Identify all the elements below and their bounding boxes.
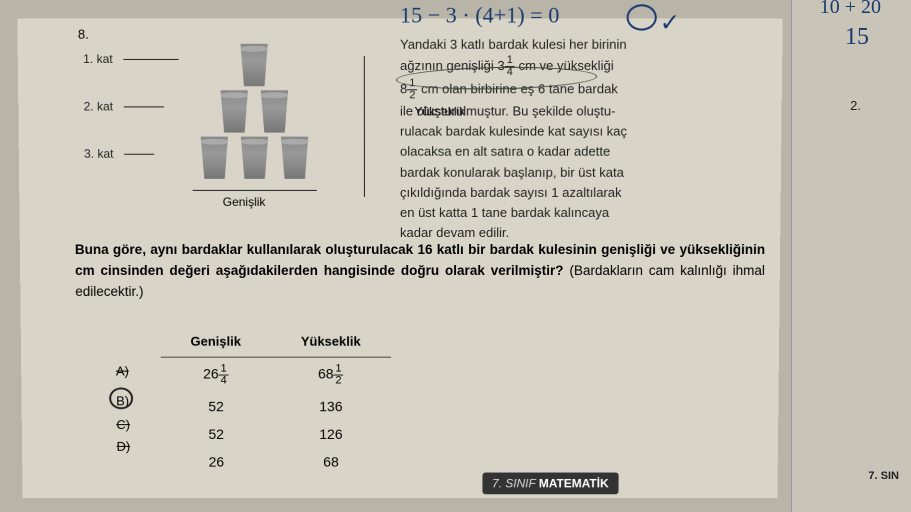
rAgfd: 4 (219, 376, 229, 387)
sp-l1: Yandaki 3 katlı bardak kulesi her birini… (400, 37, 627, 52)
footer-sinif-cut: 7. SIN (868, 470, 899, 482)
main-question: Buna göre, aynı bardaklar kullanılarak o… (75, 240, 765, 303)
cell-B-y: 136 (271, 392, 391, 420)
cell-B-g: 52 (161, 392, 271, 420)
kat3-arrow (124, 154, 154, 155)
width-arrow (193, 190, 317, 191)
cell-A-g: 2614 (161, 357, 271, 392)
height-arrow (364, 56, 365, 197)
selected-circle-B (109, 387, 133, 409)
question-number: 8. (78, 27, 89, 42)
cups-stack (189, 44, 320, 185)
option-C: C) (116, 417, 130, 432)
cell-C-g: 52 (161, 420, 271, 448)
kat1-arrow (123, 59, 178, 60)
option-A: A) (116, 364, 129, 379)
sp-l9: en üst katta 1 tane bardak kalıncaya (400, 205, 609, 220)
sp-l10: kadar devam edilir. (400, 225, 509, 240)
sp-l4: ile oluşturulmuştur. Bu şekilde oluştu- (400, 104, 616, 119)
right-margin: 10 + 20 15 2. 7. SIN (791, 0, 911, 512)
cell-D-y: 68 (271, 448, 390, 476)
kat2-arrow (124, 106, 164, 107)
footer-badge: 7. SINIF MATEMATİK (482, 473, 619, 495)
rAyfd: 2 (334, 376, 344, 387)
handwriting-equation: 15 − 3 · (4+1) = 0 (400, 2, 559, 28)
margin-hw2: 15 (845, 24, 869, 51)
rAg: 26 (203, 366, 219, 382)
kat1-label: 1. kat (83, 52, 113, 66)
kat2-label: 2. kat (84, 99, 114, 113)
margin-q2: 2. (850, 98, 861, 113)
f2d: 2 (407, 90, 417, 101)
th-yukseklik: Yükseklik (271, 330, 391, 357)
cell-C-y: 126 (271, 420, 390, 448)
sp-l6: olacaksa en alt satıra o kadar adette (400, 144, 610, 159)
options-table: Genişlik Yükseklik 2614 6812 52136 52126… (160, 330, 390, 476)
option-D: D) (116, 439, 130, 454)
sp-l5: rulacak bardak kulesinde kat sayısı kaç (400, 124, 627, 139)
footer-brand: MATEMATİK (539, 476, 609, 490)
kat3-label: 3. kat (84, 147, 114, 161)
handwriting-check-icon: ✓ (660, 8, 680, 37)
th-genislik: Genişlik (160, 330, 270, 357)
sp-l7: bardak konularak başlanıp, bir üst kata (400, 164, 624, 179)
side-paragraph: Yandaki 3 katlı bardak kulesi her birini… (400, 35, 772, 243)
rAy: 68 (318, 366, 334, 382)
cell-A-y: 6812 (271, 357, 391, 392)
margin-hw1: 10 + 20 (820, 0, 881, 19)
cell-D-g: 26 (161, 448, 271, 476)
width-label: Genişlik (223, 195, 266, 209)
sp-l8: çıkıldığında bardak sayısı 1 azaltılarak (400, 185, 622, 200)
footer-sinif: 7. SINIF (492, 476, 536, 490)
handwriting-circle (627, 4, 657, 30)
cup-tower-figure: 1. kat 2. kat 3. kat Yükseklik Genişlik (93, 34, 365, 215)
